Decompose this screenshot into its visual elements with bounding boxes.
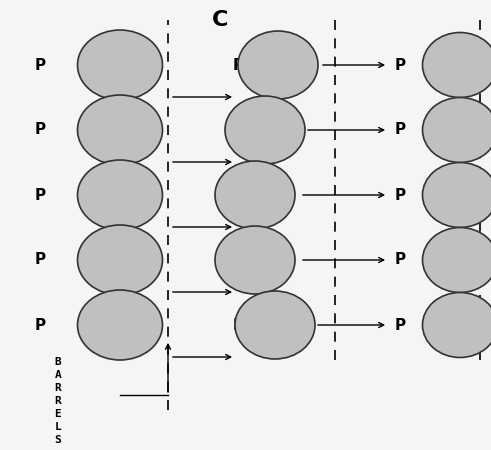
Ellipse shape — [78, 290, 163, 360]
Ellipse shape — [422, 292, 491, 357]
Ellipse shape — [422, 98, 491, 162]
Ellipse shape — [225, 96, 305, 164]
Text: C: C — [212, 10, 228, 30]
Text: P: P — [34, 122, 46, 138]
Ellipse shape — [78, 30, 163, 100]
Text: P: P — [34, 58, 46, 72]
Text: P: P — [394, 58, 406, 72]
Text: S: S — [55, 435, 61, 445]
Ellipse shape — [422, 32, 491, 98]
Text: A: A — [55, 370, 61, 380]
Ellipse shape — [238, 31, 318, 99]
Ellipse shape — [78, 95, 163, 165]
Text: P: P — [394, 122, 406, 138]
Ellipse shape — [215, 161, 295, 229]
Ellipse shape — [78, 160, 163, 230]
Text: P: P — [232, 122, 244, 138]
Text: P: P — [394, 318, 406, 333]
Ellipse shape — [422, 228, 491, 292]
Text: P: P — [34, 318, 46, 333]
Text: P: P — [394, 252, 406, 267]
Text: P: P — [34, 252, 46, 267]
Text: R: R — [55, 383, 61, 393]
Text: B: B — [55, 357, 61, 367]
Text: E: E — [55, 409, 61, 419]
Text: P: P — [34, 188, 46, 203]
Ellipse shape — [422, 162, 491, 228]
Text: L: L — [55, 422, 61, 432]
Text: P: P — [232, 318, 244, 333]
Ellipse shape — [78, 225, 163, 295]
Ellipse shape — [235, 291, 315, 359]
Ellipse shape — [215, 226, 295, 294]
Text: P: P — [232, 58, 244, 72]
Text: R: R — [55, 396, 61, 406]
Text: P: P — [394, 188, 406, 203]
